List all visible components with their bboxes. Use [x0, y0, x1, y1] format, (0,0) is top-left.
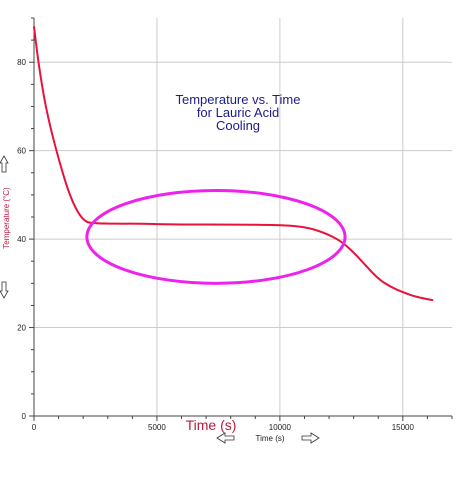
chart-title-line-1: Temperature vs. Time [176, 92, 301, 107]
x-axis-label: Time (s) [255, 434, 284, 443]
x-axis-label-annotation: Time (s) [186, 417, 237, 433]
tick-marks [29, 17, 453, 421]
chart-title-line-3: Cooling [216, 118, 260, 133]
x-tick-label: 15000 [392, 423, 415, 432]
annotation-layer [85, 188, 347, 285]
x-axis-right-arrow-icon[interactable] [301, 432, 320, 444]
y-tick-label: 40 [17, 235, 26, 244]
temperature-series-line [33, 25, 434, 302]
y-axis-label: Temperature (°C) [2, 187, 11, 249]
y-tick-label: 60 [17, 147, 26, 156]
series-layer [33, 25, 434, 302]
x-tick-label: 5000 [148, 423, 166, 432]
tick-labels: 0 20 40 60 80 0 5000 10000 15000 [17, 58, 414, 432]
y-axis-down-arrow-icon[interactable] [0, 281, 9, 299]
y-tick-label: 20 [17, 324, 26, 333]
x-tick-label: 0 [32, 423, 37, 432]
chart-title-line-2: for Lauric Acid [197, 105, 279, 120]
y-tick-label: 80 [17, 58, 26, 67]
y-tick-label: 0 [22, 412, 27, 421]
y-axis-up-arrow-icon[interactable] [0, 155, 9, 173]
grid-lines [34, 18, 452, 416]
x-tick-label: 10000 [269, 423, 292, 432]
x-axis-left-arrow-icon[interactable] [216, 432, 235, 444]
plateau-highlight-ellipse [85, 188, 347, 285]
axes [33, 18, 452, 417]
